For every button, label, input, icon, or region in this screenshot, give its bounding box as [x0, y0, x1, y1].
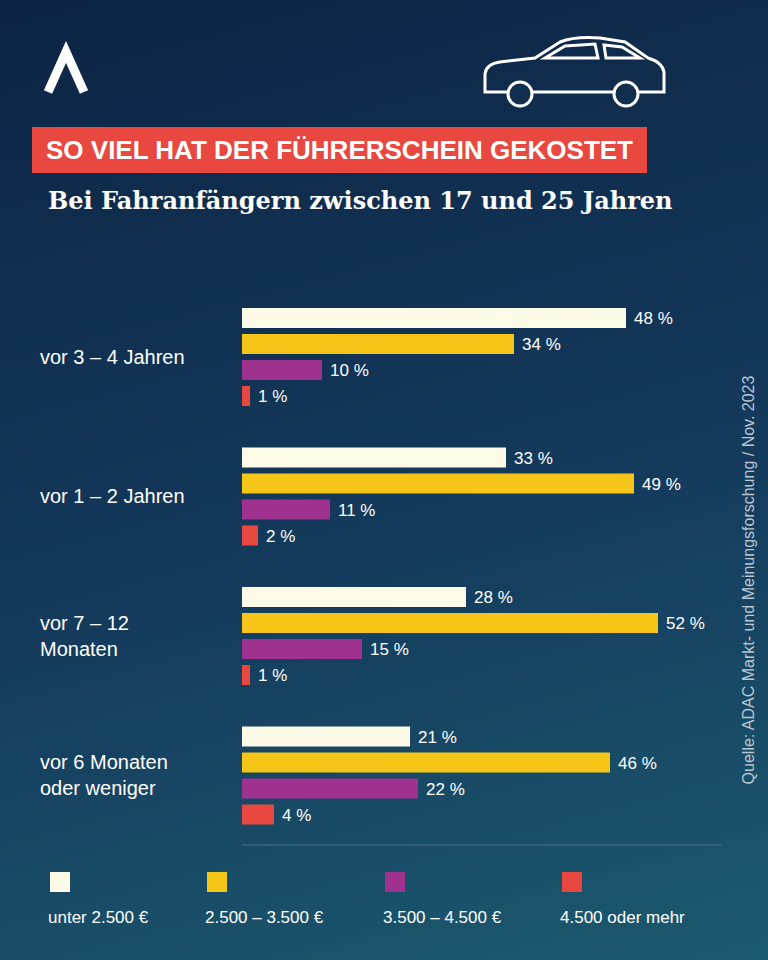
svg-text:49 %: 49 %	[642, 475, 681, 494]
svg-text:28 %: 28 %	[474, 588, 513, 607]
svg-text:46 %: 46 %	[618, 754, 657, 773]
svg-text:vor 6 Monaten: vor 6 Monaten	[40, 751, 168, 773]
svg-text:11 %: 11 %	[338, 501, 376, 520]
html-text:3.500 – 4.500 €: 3.500 – 4.500 €	[383, 908, 502, 927]
html-text:SO VIEL HAT DER FÜHRERSCHEIN G: SO VIEL HAT DER FÜHRERSCHEIN GEKOSTET	[46, 135, 633, 165]
svg-text:vor 3 – 4 Jahren: vor 3 – 4 Jahren	[40, 346, 185, 368]
html-text:4.500 oder mehr: 4.500 oder mehr	[560, 908, 685, 927]
svg-text:2 %: 2 %	[266, 527, 295, 546]
svg-text:4 %: 4 %	[282, 806, 311, 825]
svg-text:10 %: 10 %	[330, 361, 369, 380]
svg-text:34 %: 34 %	[522, 335, 561, 354]
svg-text:Monaten: Monaten	[40, 638, 118, 660]
html-text:unter 2.500 €: unter 2.500 €	[48, 908, 149, 927]
html-text:2.500 – 3.500 €: 2.500 – 3.500 €	[205, 908, 324, 927]
html-text:Bei Fahranfängern zwischen 17: Bei Fahranfängern zwischen 17 und 25 Jah…	[48, 186, 673, 215]
svg-text:vor 1 – 2 Jahren: vor 1 – 2 Jahren	[40, 485, 185, 507]
svg-text:33 %: 33 %	[514, 449, 553, 468]
svg-text:21 %: 21 %	[418, 728, 457, 747]
svg-text:Quelle: ADAC Markt- und Meinun: Quelle: ADAC Markt- und Meinungsforschun…	[740, 376, 757, 785]
svg-text:vor 7 – 12: vor 7 – 12	[40, 612, 129, 634]
svg-text:52 %: 52 %	[666, 614, 705, 633]
svg-text:22 %: 22 %	[426, 780, 465, 799]
svg-text:oder weniger: oder weniger	[40, 777, 156, 799]
svg-text:1 %: 1 %	[258, 387, 287, 406]
svg-text:1 %: 1 %	[258, 666, 287, 685]
svg-text:15 %: 15 %	[370, 640, 409, 659]
svg-text:48 %: 48 %	[634, 309, 673, 328]
